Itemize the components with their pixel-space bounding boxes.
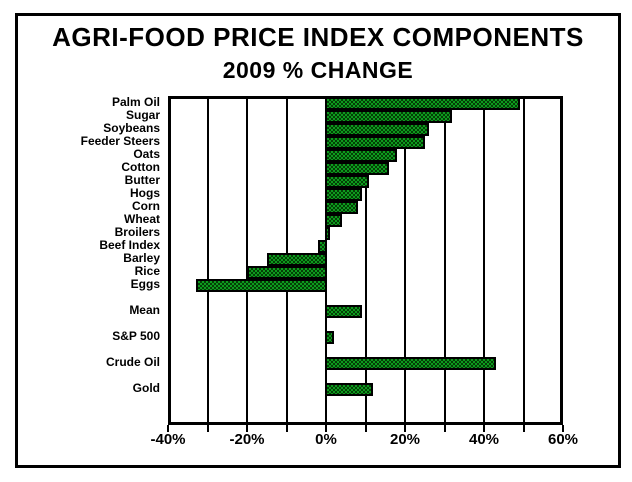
bar-rice <box>247 266 327 279</box>
x-tick-label: 20% <box>389 431 421 448</box>
x-tick-label: 0% <box>315 431 337 448</box>
category-label: Barley <box>123 251 160 265</box>
category-label: Broilers <box>114 225 160 239</box>
category-label: Oats <box>133 147 160 161</box>
bar-corn <box>325 201 358 214</box>
gridline-50 <box>523 96 525 425</box>
x-axis-tick-0 <box>325 425 327 432</box>
bar-wheat <box>325 214 342 227</box>
x-tick-label: -20% <box>229 431 265 448</box>
category-label: Corn <box>132 199 160 213</box>
bar-butter <box>325 175 369 188</box>
category-label: Rice <box>134 264 160 278</box>
bar-crude-oil <box>325 357 496 370</box>
x-axis-tick-10 <box>365 425 367 432</box>
x-axis-tick-30 <box>444 425 446 432</box>
x-tick-label: -40% <box>150 431 186 448</box>
category-label: Beef Index <box>99 238 160 252</box>
bar-broilers <box>325 227 330 240</box>
gridline-30 <box>444 96 446 425</box>
category-label: Sugar <box>125 108 160 122</box>
x-axis-tick--40 <box>167 425 169 432</box>
bar-oats <box>325 149 397 162</box>
gridline-20 <box>404 96 406 425</box>
category-label: Butter <box>124 173 160 187</box>
x-axis-tick--30 <box>207 425 209 432</box>
category-label: Gold <box>132 381 160 395</box>
category-label: Mean <box>129 303 160 317</box>
gridline--20 <box>246 96 248 425</box>
bar-barley <box>267 253 327 266</box>
x-axis-tick-20 <box>404 425 406 432</box>
x-axis-tick-40 <box>483 425 485 432</box>
bar-mean <box>325 305 362 318</box>
category-label: Wheat <box>124 212 160 226</box>
category-label: Cotton <box>121 160 160 174</box>
bar-gold <box>325 383 373 396</box>
category-label: Hogs <box>130 186 160 200</box>
gridline-10 <box>365 96 367 425</box>
gridline--30 <box>207 96 209 425</box>
bar-hogs <box>325 188 362 201</box>
x-axis-tick--10 <box>286 425 288 432</box>
bar-eggs <box>196 279 327 292</box>
x-axis-tick--20 <box>246 425 248 432</box>
bar-palm-oil <box>325 97 520 110</box>
category-label: S&P 500 <box>112 329 160 343</box>
x-axis-tick-50 <box>523 425 525 432</box>
x-axis-tick-60 <box>562 425 564 432</box>
category-label: Feeder Steers <box>80 134 160 148</box>
bar-cotton <box>325 162 389 175</box>
x-tick-label: 60% <box>547 431 579 448</box>
bar-beef-index <box>318 240 327 253</box>
x-tick-label: 40% <box>468 431 500 448</box>
bar-s-p-500 <box>325 331 334 344</box>
category-label: Palm Oil <box>111 95 160 109</box>
gridline-40 <box>483 96 485 425</box>
bar-feeder-steers <box>325 136 425 149</box>
bar-sugar <box>325 110 452 123</box>
category-label: Eggs <box>130 277 160 291</box>
chart-title-line2: 2009 % CHANGE <box>222 57 414 83</box>
chart-title-line1: AGRI-FOOD PRICE INDEX COMPONENTS <box>52 22 584 52</box>
category-label: Crude Oil <box>105 355 160 369</box>
category-label: Soybeans <box>103 121 160 135</box>
bar-soybeans <box>325 123 429 136</box>
